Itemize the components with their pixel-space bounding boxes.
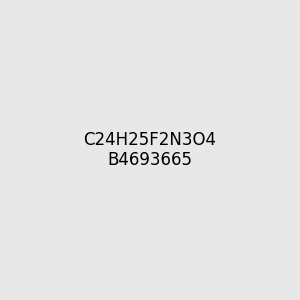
Text: C24H25F2N3O4
B4693665: C24H25F2N3O4 B4693665	[83, 130, 217, 170]
